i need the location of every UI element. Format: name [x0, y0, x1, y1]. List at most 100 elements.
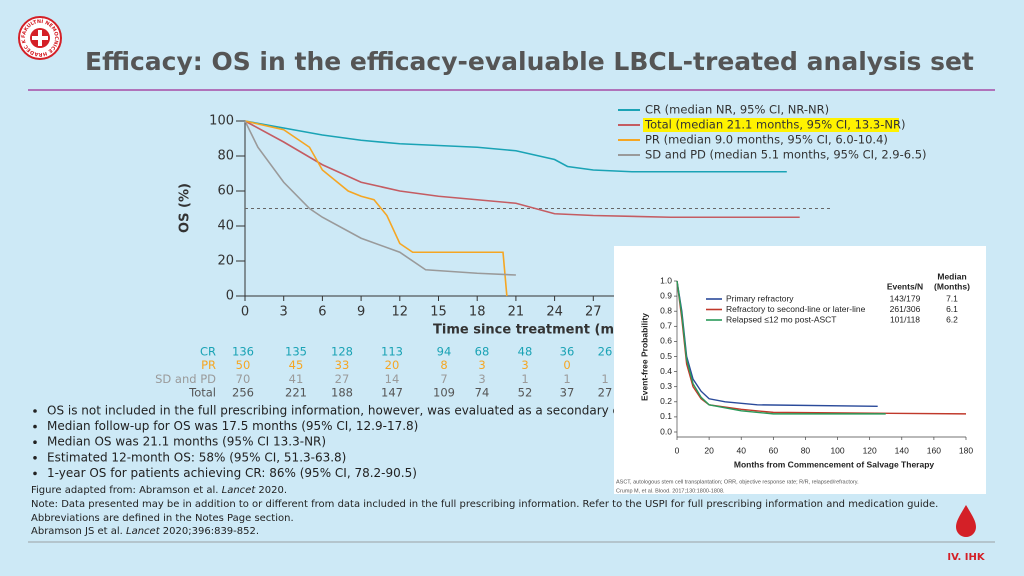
risk-count: 3 — [521, 358, 528, 372]
survival-curve — [244, 120, 787, 173]
inset-x-tick-label: 40 — [736, 445, 746, 455]
risk-count: 45 — [289, 358, 304, 372]
x-tick-label: 24 — [546, 305, 563, 320]
risk-row-label: SD and PD — [155, 372, 216, 386]
risk-row-label: Total — [188, 386, 216, 400]
risk-count: 41 — [289, 372, 304, 386]
footnote-part: 2020;396:839-852. — [160, 526, 259, 537]
inset-legend-label: Refractory to second-line or later-line — [726, 304, 866, 314]
inset-legend-header: Median — [937, 271, 966, 281]
risk-row-label: PR — [201, 358, 216, 372]
risk-count: 37 — [560, 386, 575, 400]
footer-logo: IV. IHK — [947, 505, 986, 563]
risk-count: 0 — [563, 358, 570, 372]
inset-x-tick-label: 60 — [769, 445, 779, 455]
risk-count: 68 — [475, 345, 490, 359]
risk-count: 70 — [236, 372, 251, 386]
inset-median: 6.1 — [946, 304, 958, 314]
footer-text: IV. IHK — [947, 552, 986, 563]
y-tick-label: 40 — [217, 219, 234, 234]
bullet-dot — [33, 471, 37, 476]
y-tick-label: 0 — [226, 289, 234, 304]
risk-count: 3 — [478, 358, 485, 372]
risk-count: 27 — [598, 386, 613, 400]
logo: FAKULTNÍ NEMOCNICE HRADEC KRÁLOVÉ — [0, 0, 62, 60]
legend-label: SD and PD (median 5.1 months, 95% CI, 2.… — [645, 148, 927, 162]
legend-highlight — [643, 118, 899, 132]
y-tick-label: 60 — [217, 184, 234, 199]
inset-legend-label: Primary refractory — [726, 293, 794, 303]
inset-y-tick-label: 1.0 — [660, 275, 672, 285]
survival-curve — [676, 280, 886, 415]
inset-y-tick-label: 0.3 — [660, 381, 672, 391]
inset-median: 6.2 — [946, 314, 958, 324]
footnote-part: Figure adapted from: Abramson et al. — [31, 485, 222, 496]
footnote-part: 2020. — [255, 485, 287, 496]
y-tick-label: 100 — [209, 114, 234, 129]
inset-y-tick-label: 0.7 — [660, 321, 672, 331]
x-tick-label: 12 — [392, 305, 409, 320]
risk-count: 14 — [385, 372, 400, 386]
x-tick-label: 21 — [508, 305, 525, 320]
risk-count: 74 — [475, 386, 490, 400]
inset-x-tick-label: 100 — [830, 445, 844, 455]
risk-count: 109 — [433, 386, 455, 400]
risk-count: 8 — [440, 358, 447, 372]
inset-footnote: ASCT, autologous stem cell transplantati… — [616, 479, 859, 485]
footnote: Note: Data presented may be in addition … — [31, 499, 938, 510]
inset-y-tick-label: 0.1 — [660, 411, 672, 421]
bullet-dot — [33, 456, 37, 460]
inset-x-tick-label: 0 — [675, 445, 680, 455]
survival-curve — [244, 120, 508, 297]
x-axis-label: Time since treatment (months) — [433, 323, 661, 338]
inset-y-tick-label: 0.4 — [660, 366, 672, 376]
inset-y-tick-label: 0.8 — [660, 305, 672, 315]
risk-count: 94 — [437, 345, 452, 359]
inset-x-axis-label: Months from Commencement of Salvage Ther… — [734, 459, 935, 469]
y-tick-label: 80 — [217, 149, 234, 164]
bullet-text: Median OS was 21.1 months (95% CI 13.3-N… — [47, 435, 326, 449]
risk-count: 128 — [331, 345, 353, 359]
risk-count: 33 — [335, 358, 350, 372]
footnote: Abbreviations are defined in the Notes P… — [31, 513, 294, 524]
x-tick-label: 9 — [357, 305, 365, 320]
risk-count: 50 — [236, 358, 251, 372]
risk-count: 20 — [385, 358, 400, 372]
inset-median: 7.1 — [946, 293, 958, 303]
inset-x-tick-label: 180 — [959, 445, 973, 455]
inset-y-tick-label: 0.5 — [660, 351, 672, 361]
legend-label: Total (median 21.1 months, 95% CI, 13.3-… — [644, 118, 905, 132]
inset-y-axis-label: Event-free Probability — [639, 313, 649, 401]
inset-legend-header: Events/N — [887, 281, 923, 291]
risk-count: 52 — [518, 386, 533, 400]
logo-text: FAKULTNÍ NEMOCNICE HRADEC KRÁLOVÉ — [0, 0, 59, 57]
legend-label: CR (median NR, 95% CI, NR-NR) — [645, 103, 829, 117]
bullet-dot — [33, 440, 37, 445]
risk-count: 136 — [232, 345, 254, 359]
inset-x-tick-label: 20 — [704, 445, 714, 455]
risk-count: 48 — [518, 345, 533, 359]
y-axis-label: OS (%) — [178, 183, 193, 233]
inset-panel — [614, 246, 986, 494]
risk-count: 147 — [381, 386, 403, 400]
risk-count: 256 — [232, 386, 254, 400]
bullet-text: OS is not included in the full prescribi… — [47, 404, 666, 418]
inset-x-tick-label: 80 — [801, 445, 811, 455]
inset-x-tick-label: 140 — [895, 445, 909, 455]
inset-legend-header: (Months) — [934, 281, 970, 291]
inset-events: 143/179 — [890, 293, 921, 303]
title: Efficacy: OS in the efficacy-evaluable L… — [85, 47, 974, 76]
inset-footnote: Crump M, et al. Blood. 2017;130:1800-180… — [616, 488, 725, 494]
bullet-text: Median follow-up for OS was 17.5 months … — [47, 419, 418, 433]
risk-count: 3 — [478, 372, 485, 386]
inset-legend-label: Relapsed ≤12 mo post-ASCT — [726, 314, 837, 324]
footnote: Figure adapted from: Abramson et al. Lan… — [31, 485, 287, 496]
inset-x-tick-label: 160 — [927, 445, 941, 455]
inset-x-tick-label: 120 — [863, 445, 877, 455]
x-tick-label: 18 — [469, 305, 486, 320]
x-tick-label: 15 — [430, 305, 447, 320]
inset-y-tick-label: 0.2 — [660, 396, 672, 406]
risk-count: 1 — [601, 372, 608, 386]
footnote-part: Lancet — [126, 526, 161, 537]
